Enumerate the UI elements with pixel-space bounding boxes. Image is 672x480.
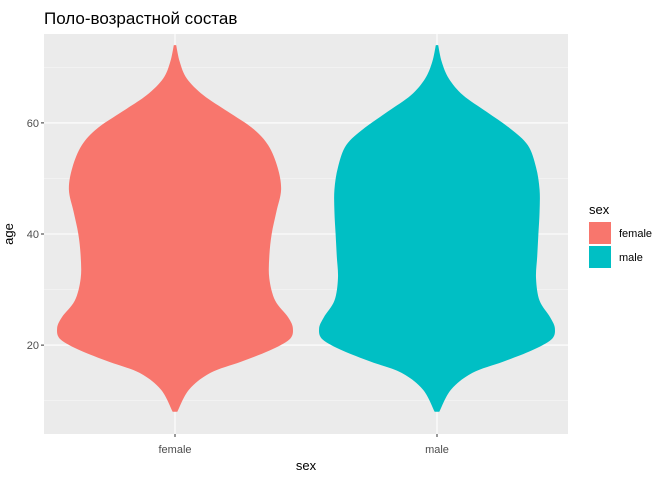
legend: sex female male (589, 202, 652, 268)
y-axis-title: age (1, 223, 16, 245)
legend-key-female (589, 222, 611, 244)
y-tick-label: 40 (27, 229, 39, 241)
legend-title: sex (589, 202, 610, 217)
x-tick-label: male (425, 444, 449, 456)
x-axis-title: sex (296, 458, 317, 473)
legend-key-male (589, 246, 611, 268)
legend-label-male: male (619, 252, 643, 264)
y-tick-label: 20 (27, 340, 39, 352)
axis-ticks: 20 40 60 female male (27, 118, 449, 456)
chart-title: Поло-возрастной состав (44, 9, 237, 28)
x-tick-label: female (158, 444, 191, 456)
violin-female (57, 45, 293, 412)
violin-male (319, 45, 555, 412)
y-tick-label: 60 (27, 118, 39, 130)
violins (57, 45, 555, 412)
legend-label-female: female (619, 228, 652, 240)
